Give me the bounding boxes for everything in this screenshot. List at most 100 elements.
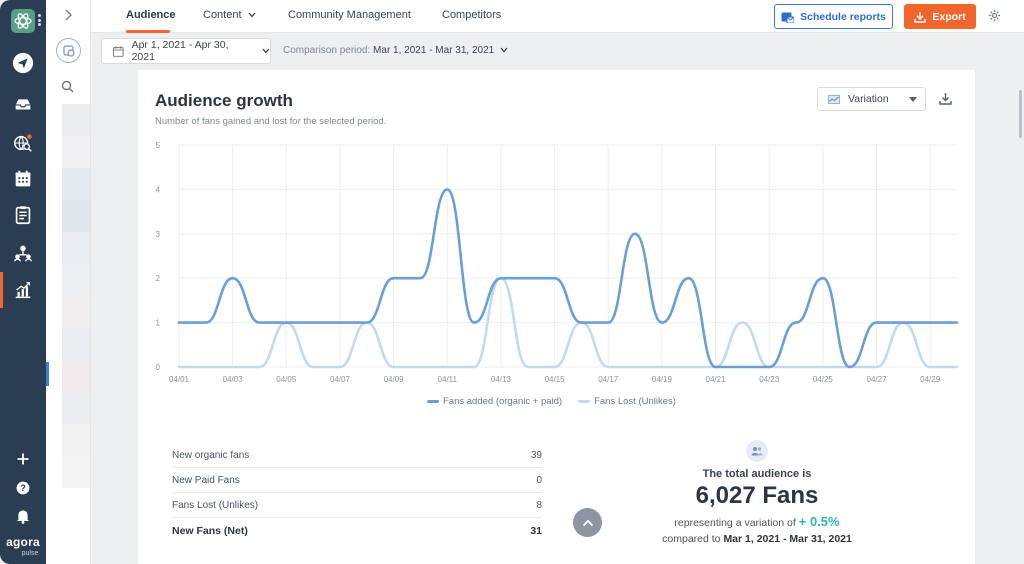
chevron-down-icon [262, 48, 270, 54]
gear-icon[interactable] [988, 9, 1001, 27]
download-icon [914, 11, 927, 23]
schedule-reports-button[interactable]: Schedule reports [774, 4, 893, 29]
stat-value: 31 [530, 524, 542, 537]
variation-line: representing a variation of + 0.5% [622, 514, 892, 529]
y-tick-label: 3 [156, 230, 161, 239]
legend-fans-lost[interactable]: Fans Lost (Unlikes) [578, 396, 676, 407]
y-tick-label: 5 [156, 141, 161, 150]
view-mode-select[interactable]: Variation [817, 87, 926, 111]
tab-content[interactable]: Content [203, 9, 256, 21]
scroll-to-top-button[interactable] [573, 508, 602, 537]
stat-label: New Paid Fans [172, 474, 240, 486]
chevron-down-icon [248, 12, 256, 18]
main-navigation-rail: ? agora pulse [0, 0, 46, 564]
comparison-period-select[interactable]: Comparison period: Mar 1, 2021 - Mar 31,… [283, 45, 508, 56]
audience-growth-card: Audience growth Number of fans gained an… [138, 70, 975, 564]
date-range-value: Apr 1, 2021 - Apr 30, 2021 [131, 39, 229, 63]
stat-label: New organic fans [172, 449, 250, 461]
compare-line: compared to Mar 1, 2021 - Mar 31, 2021 [622, 533, 892, 545]
brand-sub: pulse [21, 550, 39, 557]
expand-chevron-icon[interactable] [63, 8, 73, 24]
stats-table: New organic fans 39 New Paid Fans 0 Fans L… [172, 443, 542, 543]
stat-value: 8 [536, 499, 542, 511]
export-button[interactable]: Export [904, 4, 976, 29]
more-dots-icon[interactable] [38, 14, 41, 26]
reports-chart-icon[interactable] [11, 278, 35, 302]
calendar-icon[interactable] [11, 167, 35, 191]
calendar-icon [113, 45, 124, 57]
line-chart-icon [828, 94, 840, 104]
audience-growth-chart: 0 1 2 3 4 5 04/01 04/03 04/05 04/07 04/09 04/11 04/1… [156, 141, 959, 384]
x-tick-label: 04/29 [920, 375, 941, 384]
y-tick-label: 1 [156, 319, 161, 328]
download-icon[interactable] [939, 92, 952, 110]
x-tick-label: 04/15 [545, 375, 566, 384]
paper-plane-icon[interactable] [11, 51, 35, 75]
total-audience-value: 6,027 Fans [695, 482, 819, 509]
team-icon[interactable] [11, 241, 35, 265]
x-tick-label: 04/11 [438, 375, 458, 384]
x-tick-label: 04/17 [598, 375, 619, 384]
profile-group-icon[interactable] [56, 38, 81, 63]
app-logo[interactable] [11, 9, 35, 33]
x-tick-label: 04/09 [384, 375, 405, 384]
tab-community-management[interactable]: Community Management [288, 9, 411, 21]
comparison-value: Mar 1, 2021 - Mar 31, 2021 [373, 45, 495, 56]
variation-percent: + 0.5% [798, 514, 840, 529]
legend-fans-lost-label: Fans Lost (Unlikes) [594, 396, 676, 407]
active-tab-underline [126, 30, 170, 33]
y-tick-label: 0 [156, 363, 161, 372]
date-range-picker[interactable]: Apr 1, 2021 - Apr 30, 2021 [101, 38, 271, 64]
bell-icon[interactable] [11, 504, 35, 528]
stat-row-net: New Fans (Net) 31 [172, 518, 542, 543]
listening-globe-icon[interactable] [11, 131, 35, 155]
variation-prefix: representing a variation of [674, 517, 796, 529]
x-tick-label: 04/27 [867, 375, 888, 384]
series-line-fans-lost [177, 276, 959, 369]
y-tick-label: 2 [156, 274, 161, 283]
x-tick-label: 04/19 [652, 375, 673, 384]
active-indicator [0, 272, 3, 308]
export-label: Export [932, 10, 966, 23]
inbox-icon[interactable] [11, 92, 35, 116]
plus-icon[interactable] [11, 447, 35, 471]
compare-range: Mar 1, 2021 - Mar 31, 2021 [723, 533, 852, 545]
chevron-down-icon [500, 47, 508, 53]
people-icon [746, 440, 768, 462]
x-tick-label: 04/25 [813, 375, 834, 384]
svg-text:?: ? [20, 483, 26, 493]
x-tick-label: 04/05 [276, 375, 297, 384]
stat-value: 39 [530, 449, 542, 461]
card-title: Audience growth [155, 91, 293, 110]
profile-list[interactable] [62, 104, 90, 488]
stat-row: New Paid Fans 0 [172, 468, 542, 493]
stat-row: Fans Lost (Unlikes) 8 [172, 493, 542, 518]
compare-prefix: compared to [662, 533, 721, 545]
tab-competitors[interactable]: Competitors [442, 9, 502, 21]
x-tick-label: 04/03 [223, 375, 244, 384]
x-tick-label: 04/01 [169, 375, 190, 384]
secondary-sidebar [46, 0, 91, 564]
caret-down-icon [909, 97, 917, 102]
x-tick-label: 04/23 [759, 375, 780, 384]
calendar-mail-icon [781, 12, 795, 23]
brand-name: agora [6, 535, 40, 549]
help-icon[interactable]: ? [11, 476, 35, 500]
x-tick-label: 04/21 [706, 375, 727, 384]
page-scrollbar[interactable] [1019, 90, 1022, 138]
tab-audience[interactable]: Audience [126, 9, 176, 21]
selected-profile-indicator [46, 362, 49, 386]
x-tick-label: 04/07 [330, 375, 351, 384]
search-icon[interactable] [61, 80, 74, 98]
stat-label: New Fans (Net) [172, 524, 248, 537]
chevron-up-icon [582, 519, 593, 526]
legend-fans-added-label: Fans added (organic + paid) [443, 396, 563, 407]
stat-value: 0 [536, 474, 542, 486]
comparison-label: Comparison period: [283, 45, 371, 56]
total-audience-summary: The total audience is 6,027 Fans represe… [622, 440, 892, 545]
clipboard-icon[interactable] [11, 203, 35, 227]
legend-fans-added[interactable]: Fans added (organic + paid) [427, 396, 562, 407]
series-line-fans-added [177, 188, 959, 369]
y-tick-label: 4 [156, 185, 161, 194]
x-tick-label: 04/13 [491, 375, 512, 384]
